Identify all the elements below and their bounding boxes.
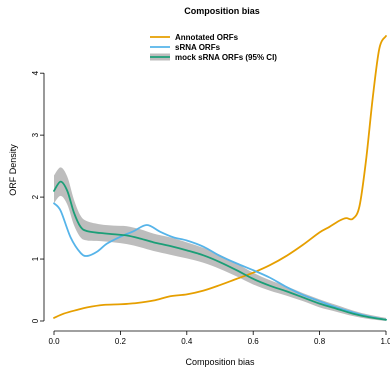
chart-title: Composition bias — [184, 6, 260, 16]
ci-band-layer — [54, 167, 386, 321]
x-tick-label-4: 0.8 — [314, 337, 326, 346]
series-line-1 — [53, 202, 387, 321]
axes-layer: 0.0 0.2 0.4 0.6 0.8 1.0 0 1 2 3 4 — [31, 70, 390, 346]
x-tick-label-2: 0.4 — [181, 337, 193, 346]
legend-label-1: sRNA ORFs — [175, 43, 221, 52]
series-line-2 — [53, 180, 387, 321]
x-tick-label-0: 0.0 — [48, 337, 60, 346]
x-axis-label: Composition bias — [185, 357, 255, 367]
x-tick-label-5: 1.0 — [380, 337, 390, 346]
y-tick-label-4: 4 — [31, 70, 40, 75]
ci-band-2 — [54, 167, 386, 321]
x-tick-label-1: 0.2 — [115, 337, 127, 346]
y-tick-label-0: 0 — [31, 318, 40, 323]
x-tick-label-3: 0.6 — [248, 337, 260, 346]
legend-label-2: mock sRNA ORFs (95% CI) — [175, 53, 277, 62]
y-tick-label-1: 1 — [31, 256, 40, 261]
y-tick-label-2: 2 — [31, 194, 40, 199]
series-lines-layer — [53, 35, 387, 321]
series-line-0 — [53, 35, 387, 319]
y-tick-label-3: 3 — [31, 132, 40, 137]
legend-label-0: Annotated ORFs — [175, 33, 239, 42]
y-axis-label: ORF Density — [8, 144, 18, 196]
